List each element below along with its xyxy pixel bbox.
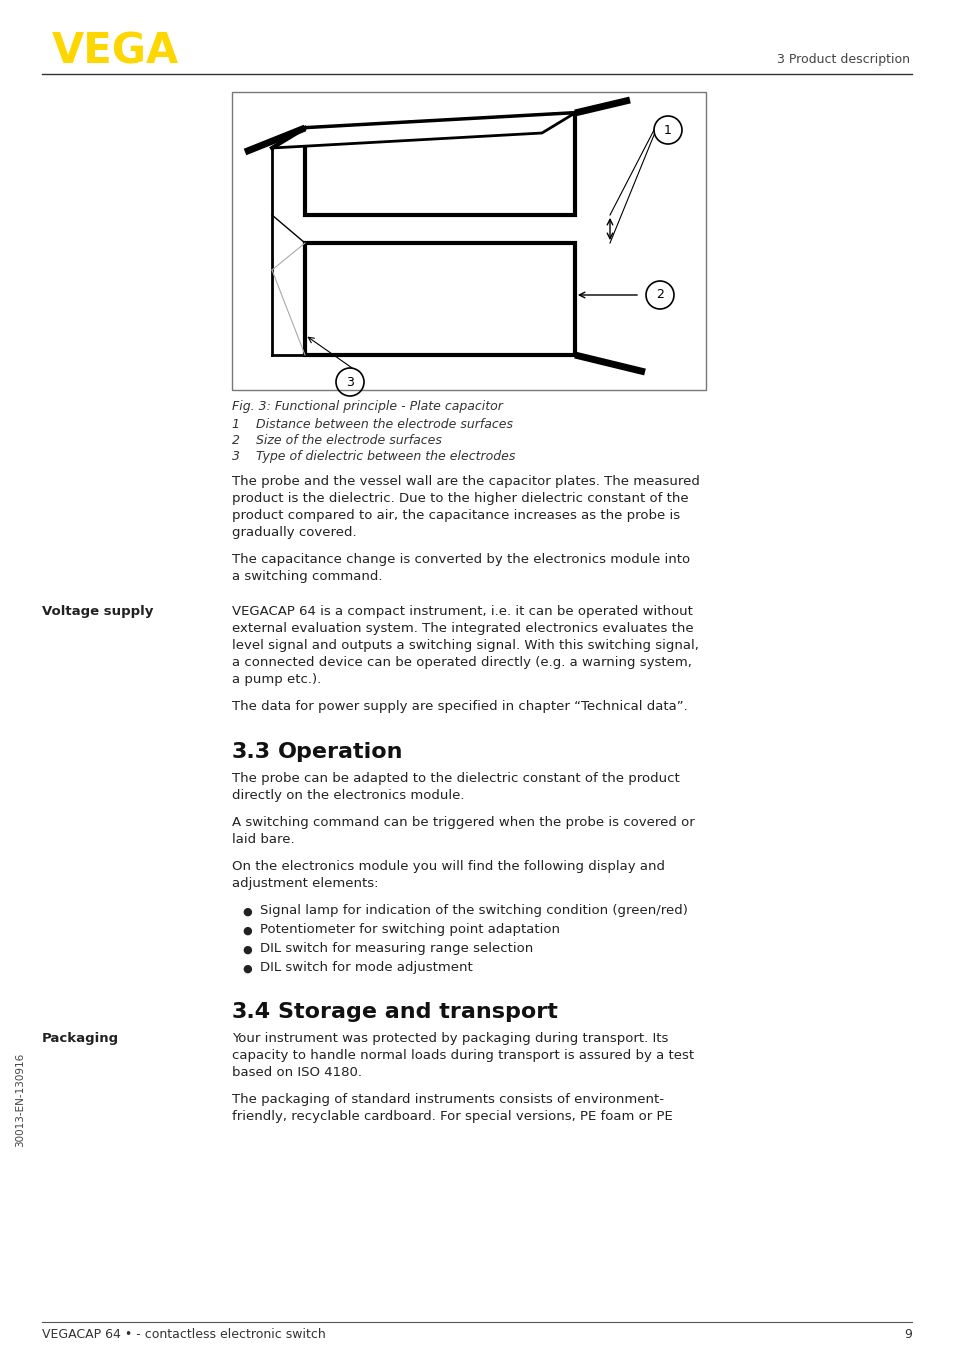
- Text: 1    Distance between the electrode surfaces: 1 Distance between the electrode surface…: [232, 418, 513, 431]
- Text: external evaluation system. The integrated electronics evaluates the: external evaluation system. The integrat…: [232, 621, 693, 635]
- Text: ●: ●: [242, 964, 252, 974]
- Polygon shape: [272, 215, 305, 269]
- Polygon shape: [305, 242, 575, 355]
- Text: The probe can be adapted to the dielectric constant of the product: The probe can be adapted to the dielectr…: [232, 772, 679, 785]
- Text: Signal lamp for indication of the switching condition (green/red): Signal lamp for indication of the switch…: [260, 904, 687, 917]
- Text: laid bare.: laid bare.: [232, 833, 294, 846]
- Text: Operation: Operation: [277, 742, 403, 762]
- Text: friendly, recyclable cardboard. For special versions, PE foam or PE: friendly, recyclable cardboard. For spec…: [232, 1110, 672, 1122]
- Text: a connected device can be operated directly (e.g. a warning system,: a connected device can be operated direc…: [232, 655, 691, 669]
- Text: 9: 9: [903, 1327, 911, 1340]
- Text: DIL switch for measuring range selection: DIL switch for measuring range selection: [260, 942, 533, 955]
- Text: DIL switch for mode adjustment: DIL switch for mode adjustment: [260, 961, 473, 974]
- Text: a switching command.: a switching command.: [232, 570, 382, 584]
- Polygon shape: [272, 129, 305, 355]
- Text: 3.4: 3.4: [232, 1002, 271, 1022]
- Text: Packaging: Packaging: [42, 1032, 119, 1045]
- Text: gradually covered.: gradually covered.: [232, 525, 356, 539]
- Text: 3 Product description: 3 Product description: [776, 54, 909, 66]
- Text: Potentiometer for switching point adaptation: Potentiometer for switching point adapta…: [260, 923, 559, 936]
- Text: VEGACAP 64 • - contactless electronic switch: VEGACAP 64 • - contactless electronic sw…: [42, 1327, 325, 1340]
- Text: 3: 3: [346, 375, 354, 389]
- Text: The capacitance change is converted by the electronics module into: The capacitance change is converted by t…: [232, 552, 689, 566]
- Text: product is the dielectric. Due to the higher dielectric constant of the: product is the dielectric. Due to the hi…: [232, 492, 688, 505]
- Text: 3    Type of dielectric between the electrodes: 3 Type of dielectric between the electro…: [232, 450, 515, 463]
- Text: product compared to air, the capacitance increases as the probe is: product compared to air, the capacitance…: [232, 509, 679, 523]
- Text: level signal and outputs a switching signal. With this switching signal,: level signal and outputs a switching sig…: [232, 639, 699, 653]
- Text: On the electronics module you will find the following display and: On the electronics module you will find …: [232, 860, 664, 873]
- Text: VEGA: VEGA: [52, 31, 179, 73]
- Text: Your instrument was protected by packaging during transport. Its: Your instrument was protected by packagi…: [232, 1032, 668, 1045]
- Text: The data for power supply are specified in chapter “Technical data”.: The data for power supply are specified …: [232, 700, 687, 714]
- Text: 1: 1: [663, 123, 671, 137]
- Text: a pump etc.).: a pump etc.).: [232, 673, 321, 686]
- Text: directly on the electronics module.: directly on the electronics module.: [232, 789, 464, 802]
- Polygon shape: [305, 112, 575, 215]
- Text: ●: ●: [242, 907, 252, 917]
- Text: 2    Size of the electrode surfaces: 2 Size of the electrode surfaces: [232, 435, 441, 447]
- Text: based on ISO 4180.: based on ISO 4180.: [232, 1066, 361, 1079]
- Text: Storage and transport: Storage and transport: [277, 1002, 558, 1022]
- Text: ●: ●: [242, 926, 252, 936]
- Text: ●: ●: [242, 945, 252, 955]
- Text: capacity to handle normal loads during transport is assured by a test: capacity to handle normal loads during t…: [232, 1049, 694, 1062]
- Text: The probe and the vessel wall are the capacitor plates. The measured: The probe and the vessel wall are the ca…: [232, 475, 700, 487]
- Text: Voltage supply: Voltage supply: [42, 605, 153, 617]
- Polygon shape: [272, 242, 305, 355]
- Polygon shape: [272, 112, 575, 148]
- Text: A switching command can be triggered when the probe is covered or: A switching command can be triggered whe…: [232, 816, 694, 829]
- Text: The packaging of standard instruments consists of environment-: The packaging of standard instruments co…: [232, 1093, 663, 1106]
- Text: 2: 2: [656, 288, 663, 302]
- Text: 3.3: 3.3: [232, 742, 271, 762]
- Text: Fig. 3: Functional principle - Plate capacitor: Fig. 3: Functional principle - Plate cap…: [232, 399, 502, 413]
- Bar: [232, 92, 705, 390]
- Text: VEGACAP 64 is a compact instrument, i.e. it can be operated without: VEGACAP 64 is a compact instrument, i.e.…: [232, 605, 692, 617]
- Text: 30013-EN-130916: 30013-EN-130916: [15, 1053, 25, 1147]
- Text: adjustment elements:: adjustment elements:: [232, 877, 378, 890]
